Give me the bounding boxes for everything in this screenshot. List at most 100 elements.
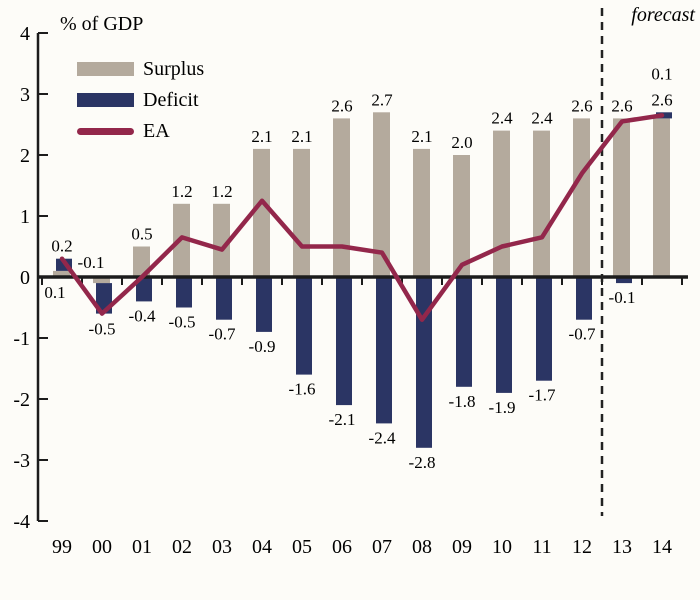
legend: Surplus Deficit EA <box>77 59 204 141</box>
label-deficit-12: -0.7 <box>569 325 596 344</box>
label-deficit-03: -0.7 <box>209 325 236 344</box>
label-deficit-14: 0.1 <box>651 64 672 83</box>
label-deficit-01: -0.4 <box>129 306 156 325</box>
label-deficit-06: -2.1 <box>329 410 356 429</box>
bar-deficit-10 <box>496 277 512 393</box>
y-tick-label: 3 <box>20 84 30 106</box>
label-surplus-03: 1.2 <box>211 182 232 201</box>
bar-deficit-03 <box>216 277 232 320</box>
y-tick-label: 1 <box>20 206 30 228</box>
label-deficit-11: -1.7 <box>529 386 556 405</box>
label-deficit-09: -1.8 <box>449 392 476 411</box>
x-tick-labels: 99 00 01 02 03 04 05 06 07 08 09 10 11 12 13 14 <box>52 536 672 558</box>
axis-title: % of GDP <box>60 13 144 35</box>
bar-surplus-10 <box>493 130 510 277</box>
y-tick-label: -1 <box>13 328 30 350</box>
ea-line <box>59 113 665 322</box>
label-surplus-04: 2.1 <box>251 127 272 146</box>
label-surplus-07: 2.7 <box>371 90 393 109</box>
legend-item-ea: EA <box>77 121 204 141</box>
bar-deficit-07 <box>376 277 392 424</box>
y-tick-label: 2 <box>20 145 30 167</box>
bar-deficit-12 <box>576 277 592 320</box>
legend-label-surplus: Surplus <box>143 58 205 80</box>
legend-item-deficit: Deficit <box>77 90 204 110</box>
bar-surplus-05 <box>293 148 310 277</box>
label-surplus-13: 2.6 <box>611 96 632 115</box>
label-surplus-01: 0.5 <box>131 225 152 244</box>
label-deficit-00: -0.5 <box>89 320 116 339</box>
x-tick-label-08: 08 <box>412 536 432 558</box>
label-surplus-08: 2.1 <box>411 127 432 146</box>
bar-deficit-05 <box>296 277 312 375</box>
x-tick-label-03: 03 <box>212 536 232 558</box>
bar-surplus-11 <box>533 130 550 277</box>
y-tick-label: 0 <box>20 267 30 289</box>
bar-surplus-01 <box>133 246 150 277</box>
y-axis: 4 3 2 1 0 -1 -2 -3 -4 <box>13 23 48 533</box>
bar-deficit-09 <box>456 277 472 387</box>
label-deficit-10: -1.9 <box>489 398 516 417</box>
label-deficit-13: -0.1 <box>609 288 636 307</box>
x-tick-label-02: 02 <box>172 536 192 558</box>
x-tick-label-99: 99 <box>52 536 72 558</box>
bar-deficit-04 <box>256 277 272 332</box>
x-tick-label-05: 05 <box>292 536 312 558</box>
bar-deficit-02 <box>176 277 192 308</box>
ea-line-swatch-icon <box>77 127 134 135</box>
x-tick-label-00: 00 <box>92 536 112 558</box>
bar-surplus-99 <box>53 270 70 277</box>
label-surplus-02: 1.2 <box>171 182 192 201</box>
x-tick-label-07: 07 <box>372 536 392 558</box>
label-surplus-10: 2.4 <box>491 109 513 128</box>
bar-surplus-07 <box>373 112 390 277</box>
x-tick-label-14: 14 <box>652 536 672 558</box>
legend-item-surplus: Surplus <box>77 59 204 79</box>
label-deficit-07: -2.4 <box>369 428 396 447</box>
x-tick-label-04: 04 <box>252 536 272 558</box>
label-surplus-99: 0.1 <box>44 283 65 302</box>
y-tick-label: -4 <box>13 511 30 533</box>
surplus-swatch-icon <box>77 62 134 76</box>
label-surplus-09: 2.0 <box>451 133 472 152</box>
y-tick-label: -3 <box>13 450 30 472</box>
label-deficit-08: -2.8 <box>409 453 436 472</box>
label-deficit-02: -0.5 <box>169 313 196 332</box>
bar-surplus-08 <box>413 148 430 277</box>
bar-surplus-13 <box>613 118 630 278</box>
x-axis <box>38 275 688 285</box>
legend-label-ea: EA <box>143 120 170 142</box>
x-tick-label-12: 12 <box>572 536 592 558</box>
y-tick-label: 4 <box>20 23 30 45</box>
x-tick-label-11: 11 <box>532 536 551 558</box>
x-tick-label-01: 01 <box>132 536 152 558</box>
bar-surplus-14 <box>653 118 670 278</box>
label-surplus-14: 2.6 <box>651 90 672 109</box>
data-labels: 0.2 0.1 -0.1 -0.5 0.5 -0.4 1.2 -0.5 1.2 -0.7 2.1 -0… <box>44 64 672 472</box>
bar-surplus-03 <box>213 203 230 277</box>
bar-deficit-13 <box>616 277 632 284</box>
bar-surplus-12 <box>573 118 590 278</box>
x-tick-label-06: 06 <box>332 536 352 558</box>
bar-surplus-00 <box>93 277 110 284</box>
x-tick-label-13: 13 <box>612 536 632 558</box>
surplus-bars <box>53 112 670 284</box>
y-tick-label: -2 <box>13 389 30 411</box>
label-surplus-00: -0.1 <box>78 253 105 272</box>
bar-deficit-06 <box>336 277 352 406</box>
deficit-bars <box>56 112 672 448</box>
label-surplus-11: 2.4 <box>531 109 553 128</box>
label-deficit-99: 0.2 <box>51 237 72 256</box>
bar-surplus-06 <box>333 118 350 278</box>
bar-deficit-11 <box>536 277 552 381</box>
bar-surplus-04 <box>253 148 270 277</box>
legend-label-deficit: Deficit <box>143 89 199 111</box>
label-deficit-04: -0.9 <box>249 337 276 356</box>
deficit-swatch-icon <box>77 93 134 107</box>
label-deficit-05: -1.6 <box>289 380 316 399</box>
label-surplus-06: 2.6 <box>331 96 352 115</box>
label-surplus-05: 2.1 <box>291 127 312 146</box>
bar-surplus-09 <box>453 155 470 277</box>
